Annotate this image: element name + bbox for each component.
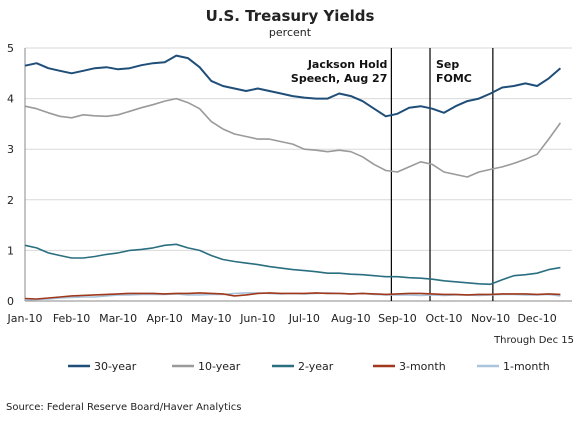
y-tick-label: 4 [7, 93, 14, 106]
series-line-10-year [24, 97, 562, 178]
legend-label-2-year: 2-year [298, 360, 334, 373]
y-tick-label: 1 [7, 244, 14, 257]
x-tick-label: Feb-10 [53, 312, 90, 325]
chart-note: Through Dec 15 [493, 335, 574, 346]
legend-label-30-year: 30-year [94, 360, 137, 373]
event-annotation-label: FOMC [436, 72, 472, 85]
chart-source: Source: Federal Reserve Board/Haver Anal… [6, 402, 242, 413]
legend-label-10-year: 10-year [198, 360, 241, 373]
legend-label-1-month: 1-month [503, 360, 550, 373]
x-tick-label: Mar-10 [99, 312, 137, 325]
x-tick-label: Aug-10 [331, 312, 370, 325]
series-line-30-year [24, 54, 562, 118]
legend-label-3-month: 3-month [399, 360, 446, 373]
x-tick-label: Sep-10 [378, 312, 417, 325]
x-tick-label: Jun-10 [239, 312, 275, 325]
y-tick-label: 2 [7, 194, 14, 207]
x-tick-label: Nov-10 [471, 312, 510, 325]
chart-title: U.S. Treasury Yields [206, 7, 375, 25]
series-line-3-month [24, 292, 561, 300]
x-tick-label: Jul-10 [288, 312, 320, 325]
event-annotation-label: Speech, Aug 27 [291, 72, 387, 85]
x-tick-label: Jan-10 [7, 312, 43, 325]
x-tick-label: Oct-10 [425, 312, 462, 325]
event-annotation-label: Sep [436, 58, 459, 71]
y-tick-label: 3 [7, 143, 14, 156]
event-annotation-label: Jackson Hold [307, 58, 388, 71]
y-tick-label: 5 [7, 42, 14, 55]
series-line-2-year [24, 243, 561, 286]
x-tick-label: May-10 [191, 312, 232, 325]
x-tick-label: Apr-10 [147, 312, 183, 325]
x-tick-label: Dec-10 [517, 312, 556, 325]
chart-subtitle: percent [269, 26, 312, 39]
y-tick-label: 0 [7, 295, 14, 308]
